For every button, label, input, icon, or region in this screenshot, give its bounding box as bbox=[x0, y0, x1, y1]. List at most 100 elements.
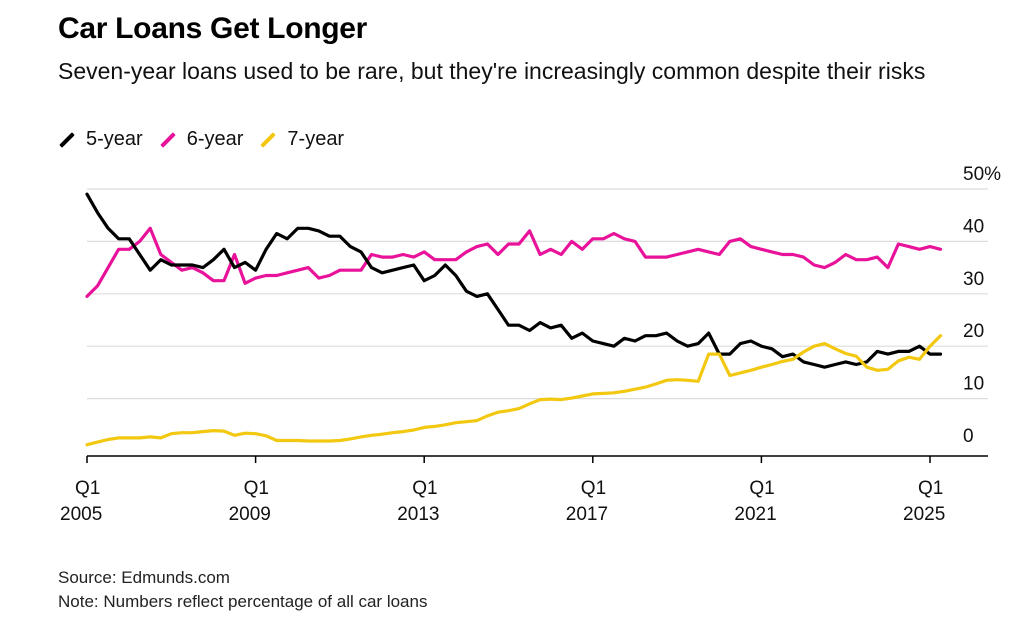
data-point-5-year-49 bbox=[602, 342, 605, 345]
data-point-7-year-5 bbox=[138, 436, 141, 440]
data-point-7-year-53 bbox=[644, 385, 647, 389]
data-point-5-year-25 bbox=[349, 245, 352, 248]
data-point-7-year-29 bbox=[391, 431, 394, 434]
data-point-6-year-78 bbox=[907, 245, 911, 248]
data-point-5-year-7 bbox=[159, 258, 162, 261]
data-point-6-year-43 bbox=[538, 253, 542, 256]
data-point-5-year-64 bbox=[760, 345, 763, 348]
data-point-6-year-18 bbox=[275, 274, 278, 277]
x-tick-label-year-2025: 2025 bbox=[903, 504, 945, 525]
data-point-5-year-4 bbox=[128, 237, 131, 240]
data-point-5-year-0 bbox=[85, 193, 89, 196]
data-point-6-year-64 bbox=[760, 248, 763, 251]
data-point-5-year-3 bbox=[117, 237, 120, 240]
data-point-7-year-63 bbox=[749, 369, 753, 372]
data-point-7-year-48 bbox=[591, 392, 594, 396]
x-tick-label-quarter-2009: Q1 bbox=[244, 478, 269, 499]
data-point-7-year-43 bbox=[538, 398, 542, 401]
data-point-5-year-72 bbox=[844, 360, 847, 364]
data-point-5-year-8 bbox=[170, 263, 173, 267]
data-point-7-year-80 bbox=[928, 345, 932, 348]
data-point-7-year-38 bbox=[486, 414, 489, 418]
data-point-5-year-43 bbox=[538, 321, 542, 324]
data-point-5-year-20 bbox=[296, 227, 299, 230]
data-point-5-year-70 bbox=[823, 366, 826, 369]
y-tick-label-40: 40 bbox=[963, 216, 984, 237]
data-point-5-year-52 bbox=[633, 339, 637, 343]
data-point-5-year-29 bbox=[391, 269, 394, 272]
data-point-6-year-9 bbox=[180, 269, 183, 272]
data-point-7-year-41 bbox=[517, 407, 521, 410]
data-point-5-year-6 bbox=[149, 269, 152, 272]
data-point-6-year-26 bbox=[359, 269, 363, 272]
data-point-6-year-72 bbox=[844, 253, 847, 256]
data-point-7-year-49 bbox=[602, 392, 605, 395]
data-point-5-year-57 bbox=[686, 345, 689, 348]
legend-label-5-year: 5-year bbox=[86, 128, 143, 150]
data-point-6-year-10 bbox=[191, 266, 194, 269]
data-point-6-year-36 bbox=[465, 250, 468, 254]
data-point-5-year-74 bbox=[865, 360, 868, 364]
data-point-6-year-81 bbox=[939, 248, 942, 251]
data-point-7-year-79 bbox=[918, 358, 921, 361]
data-point-7-year-36 bbox=[465, 420, 468, 423]
data-point-5-year-15 bbox=[243, 261, 247, 264]
data-point-5-year-48 bbox=[591, 339, 594, 343]
data-point-5-year-58 bbox=[697, 342, 700, 345]
data-point-6-year-23 bbox=[328, 274, 331, 277]
data-point-7-year-7 bbox=[159, 436, 162, 440]
data-point-6-year-11 bbox=[201, 271, 205, 274]
data-point-5-year-30 bbox=[401, 266, 405, 269]
data-point-5-year-76 bbox=[886, 352, 890, 356]
data-point-6-year-44 bbox=[549, 248, 552, 251]
data-point-6-year-48 bbox=[591, 237, 594, 240]
data-point-5-year-75 bbox=[876, 350, 879, 353]
data-point-6-year-65 bbox=[770, 250, 774, 254]
data-point-7-year-27 bbox=[370, 434, 373, 437]
data-point-7-year-35 bbox=[454, 421, 457, 424]
data-point-7-year-74 bbox=[865, 366, 868, 369]
data-point-5-year-41 bbox=[517, 324, 521, 327]
y-tick-label-10: 10 bbox=[963, 374, 984, 395]
data-point-5-year-2 bbox=[106, 227, 110, 230]
data-point-6-year-30 bbox=[401, 253, 405, 256]
data-point-7-year-39 bbox=[496, 411, 500, 414]
data-point-7-year-55 bbox=[665, 379, 668, 382]
data-point-5-year-65 bbox=[770, 347, 774, 350]
data-point-5-year-56 bbox=[675, 339, 679, 343]
data-point-7-year-60 bbox=[718, 352, 721, 356]
data-point-6-year-73 bbox=[855, 258, 858, 261]
data-point-7-year-6 bbox=[149, 435, 152, 439]
legend: 5-year 6-year 7-year bbox=[58, 128, 360, 151]
data-point-5-year-81 bbox=[939, 352, 942, 356]
data-point-5-year-71 bbox=[834, 363, 837, 366]
data-point-6-year-32 bbox=[423, 250, 426, 254]
data-point-5-year-14 bbox=[233, 266, 236, 269]
data-point-7-year-57 bbox=[686, 379, 689, 382]
data-point-7-year-70 bbox=[823, 342, 826, 345]
data-point-6-year-38 bbox=[486, 242, 489, 246]
data-point-5-year-69 bbox=[812, 363, 816, 366]
y-tick-label-30: 30 bbox=[963, 269, 984, 290]
data-point-6-year-70 bbox=[823, 266, 826, 269]
x-tick-label-year-2013: 2013 bbox=[397, 504, 439, 525]
data-point-5-year-46 bbox=[570, 337, 573, 340]
data-point-7-year-81 bbox=[939, 334, 942, 337]
data-point-5-year-67 bbox=[791, 352, 795, 356]
data-point-6-year-6 bbox=[149, 227, 152, 230]
data-point-6-year-39 bbox=[496, 253, 500, 256]
data-point-7-year-54 bbox=[654, 382, 658, 386]
data-point-6-year-42 bbox=[528, 229, 531, 233]
data-point-7-year-37 bbox=[475, 419, 479, 422]
data-point-7-year-18 bbox=[275, 439, 278, 442]
data-point-5-year-78 bbox=[907, 350, 911, 353]
data-point-7-year-25 bbox=[349, 437, 352, 441]
data-point-6-year-76 bbox=[886, 266, 890, 269]
data-point-5-year-31 bbox=[412, 263, 415, 267]
data-point-7-year-73 bbox=[855, 355, 858, 358]
data-point-6-year-58 bbox=[697, 248, 700, 251]
data-point-5-year-24 bbox=[338, 235, 342, 238]
data-point-7-year-69 bbox=[812, 345, 816, 348]
data-point-5-year-34 bbox=[444, 263, 447, 267]
y-tick-label-50: 50% bbox=[963, 164, 1001, 185]
